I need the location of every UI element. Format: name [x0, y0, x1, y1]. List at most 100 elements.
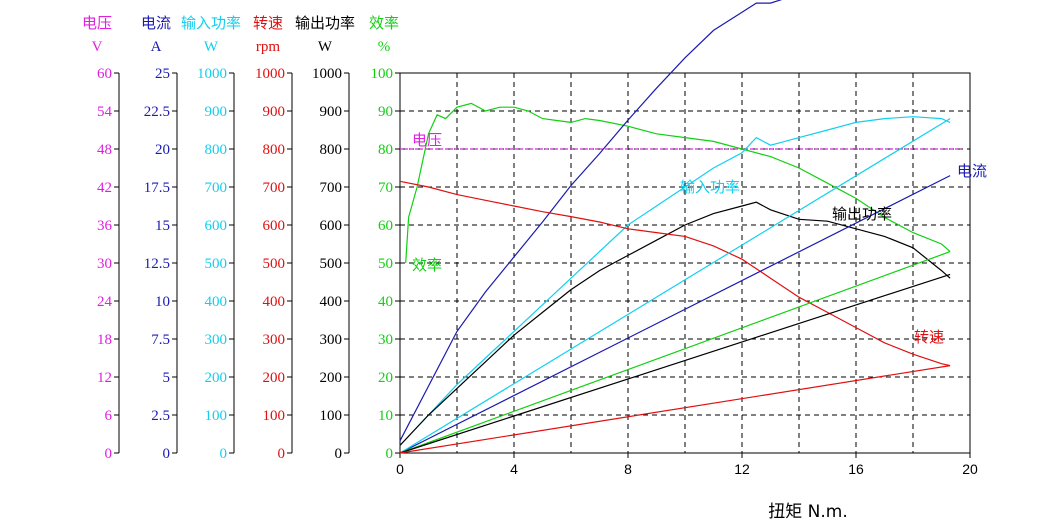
input_power-tick-label: 200: [205, 370, 228, 386]
output_power-tick-label: 600: [320, 218, 343, 234]
voltage-tick-label: 48: [97, 142, 112, 158]
voltage-tick-label: 36: [97, 218, 113, 234]
efficiency-tick-label: 50: [378, 256, 393, 272]
output_power-tick-label: 100: [320, 408, 343, 424]
voltage-tick-label: 18: [97, 332, 112, 348]
current-tick-label: 22.5: [144, 104, 170, 120]
voltage-tick-label: 42: [97, 180, 112, 196]
current-series-label: 电流: [957, 162, 987, 180]
output_power-tick-label: 500: [320, 256, 343, 272]
speed-tick-label: 100: [263, 408, 286, 424]
speed-tick-label: 800: [263, 142, 286, 158]
efficiency-tick-label: 100: [371, 66, 394, 82]
current-s-line: [399, 0, 783, 442]
lin-cyan-line: [399, 118, 951, 454]
current-tick-label: 7.5: [151, 332, 170, 348]
output-power-axis-title: 输出功率: [295, 14, 355, 32]
output-power-s-line: [399, 201, 951, 446]
voltage-tick-label: 60: [97, 66, 112, 82]
voltage-series-label: 电压: [412, 131, 442, 149]
output_power-tick-label: 1000: [312, 66, 342, 82]
speed-tick-label: 700: [263, 180, 286, 196]
efficiency-tick-label: 0: [386, 446, 394, 462]
lin-green-line: [399, 251, 951, 454]
efficiency-series-label: 效率: [412, 256, 442, 274]
output_power-tick-label: 700: [320, 180, 343, 196]
efficiency-tick-label: 40: [378, 294, 393, 310]
speed-tick-label: 500: [263, 256, 286, 272]
lin-red-line: [399, 365, 951, 454]
current-axis-title: 电流: [141, 14, 171, 32]
voltage-tick-label: 54: [97, 104, 113, 120]
output_power-tick-label: 800: [320, 142, 343, 158]
input-power-s-line: [399, 116, 951, 446]
current-tick-label: 15: [155, 218, 170, 234]
output_power-tick-label: 300: [320, 332, 343, 348]
voltage-tick-label: 6: [105, 408, 113, 424]
input-power-series-label: 输入功率: [680, 178, 740, 196]
input_power-tick-label: 0: [220, 446, 228, 462]
voltage-tick-label: 12: [97, 370, 112, 386]
voltage-tick-label: 24: [97, 294, 113, 310]
output_power-tick-label: 400: [320, 294, 343, 310]
input_power-tick-label: 1000: [197, 66, 227, 82]
input_power-tick-label: 100: [205, 408, 228, 424]
efficiency-tick-label: 20: [378, 370, 393, 386]
speed-axis-unit: rpm: [256, 39, 280, 55]
plot-grid: [399, 72, 971, 454]
x-tick-label: 20: [962, 461, 978, 477]
input-power-axis-title: 输入功率: [181, 14, 241, 32]
voltage-axis-unit: V: [92, 39, 103, 55]
speed-axis-title: 转速: [253, 14, 283, 32]
efficiency-tick-label: 30: [378, 332, 393, 348]
voltage-axis-title: 电压: [82, 14, 112, 32]
efficiency-tick-label: 10: [378, 408, 393, 424]
current-axis-unit: A: [151, 39, 162, 55]
efficiency-tick-label: 80: [378, 142, 393, 158]
x-axis-title: 扭矩 N.m.: [768, 502, 848, 522]
output-power-axis-unit: W: [318, 39, 333, 55]
x-tick-label: 4: [510, 461, 518, 477]
efficiency-tick-label: 60: [378, 218, 393, 234]
x-tick-label: 12: [734, 461, 750, 477]
output_power-tick-label: 200: [320, 370, 343, 386]
current-tick-label: 17.5: [144, 180, 170, 196]
input_power-tick-label: 800: [205, 142, 228, 158]
speed-tick-label: 900: [263, 104, 286, 120]
current-tick-label: 12.5: [144, 256, 170, 272]
voltage-tick-label: 0: [105, 446, 113, 462]
speed-tick-label: 0: [278, 446, 286, 462]
speed-tick-label: 200: [263, 370, 286, 386]
input_power-tick-label: 700: [205, 180, 228, 196]
lin-blue-line: [399, 175, 951, 454]
speed-series-label: 转速: [914, 328, 944, 346]
voltage-tick-label: 30: [97, 256, 112, 272]
series-labels: 电压 效率 输入功率 电流 输出功率 转速: [412, 131, 987, 346]
efficiency-tick-label: 70: [378, 180, 393, 196]
y-axes: 605448423630241812602522.52017.51512.510…: [97, 66, 400, 462]
lin-black-line: [399, 273, 951, 454]
input_power-tick-label: 300: [205, 332, 228, 348]
efficiency-axis-unit: %: [378, 39, 391, 55]
data-series: [399, 0, 962, 454]
speed-tick-label: 300: [263, 332, 286, 348]
x-tick-label: 8: [624, 461, 632, 477]
input_power-tick-label: 900: [205, 104, 228, 120]
x-tick-label: 0: [396, 461, 404, 477]
current-tick-label: 25: [155, 66, 170, 82]
speed-tick-label: 400: [263, 294, 286, 310]
input-power-axis-unit: W: [204, 39, 219, 55]
output_power-tick-label: 900: [320, 104, 343, 120]
speed-s-line: [399, 180, 951, 367]
speed-tick-label: 600: [263, 218, 286, 234]
input_power-tick-label: 500: [205, 256, 228, 272]
x-axis-ticks: 0 4 8 12 16 20: [396, 453, 978, 477]
output_power-tick-label: 0: [335, 446, 343, 462]
efficiency-s-line: [405, 102, 951, 264]
current-tick-label: 2.5: [151, 408, 170, 424]
current-tick-label: 5: [163, 370, 171, 386]
efficiency-axis-title: 效率: [369, 14, 399, 32]
input_power-tick-label: 400: [205, 294, 228, 310]
current-tick-label: 10: [155, 294, 170, 310]
